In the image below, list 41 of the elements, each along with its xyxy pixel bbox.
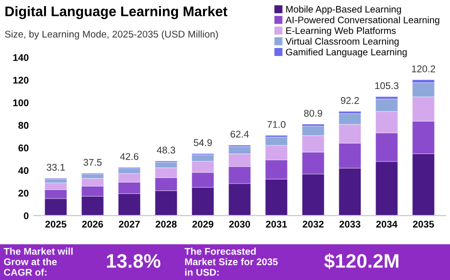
y-tick-label: 100 [13, 99, 28, 106]
legend-label: Mobile App-Based Learning [286, 6, 401, 14]
chart-subtitle: Size, by Learning Mode, 2025-2035 (USD Million) [4, 30, 218, 40]
y-tick-label: 0 [24, 212, 28, 220]
legend-label: Virtual Classroom Learning [286, 38, 399, 47]
total-label: 80.9 [304, 110, 322, 117]
total-label: 42.6 [120, 153, 138, 160]
y-tick-label: 40 [18, 167, 28, 174]
x-tick-label: 2027 [118, 220, 140, 228]
text: The Market will Grow at the CAGR of: [4, 248, 73, 276]
text: $120.2M [324, 253, 398, 270]
y-tick-label: 140 [13, 54, 28, 62]
text: The Forecasted Market Size for 2035 in USD: [184, 248, 278, 276]
x-tick-label: 2035 [412, 220, 434, 228]
total-label: 105.3 [375, 82, 398, 90]
y-tick-label: 120 [13, 76, 28, 84]
total-label: 33.1 [46, 164, 65, 171]
total-label: 71.0 [267, 121, 286, 128]
x-tick-label: 2030 [229, 220, 250, 228]
total-label: 37.5 [83, 158, 102, 166]
y-tick-label: 80 [18, 122, 28, 129]
total-label: 62.4 [230, 130, 249, 138]
y-tick-label: 20 [18, 190, 28, 197]
x-tick-label: 2034 [376, 220, 398, 228]
total-label: 48.3 [156, 146, 176, 154]
x-tick-label: 2029 [192, 220, 214, 228]
x-tick-label: 2033 [339, 220, 360, 228]
text: 13.8% [106, 254, 160, 268]
x-tick-label: 2028 [156, 220, 177, 228]
legend-label: AI-Powered Conversational Learning [286, 16, 440, 26]
x-tick-label: 2026 [82, 220, 104, 228]
total-label: 120.2 [412, 65, 436, 72]
x-tick-label: 2031 [266, 220, 287, 228]
legend-label: E-Learning Web Platforms [286, 27, 396, 36]
chart-title: Digital Language Learning Market [5, 6, 228, 20]
legend-label: Gamified Language Learning [286, 48, 407, 58]
x-tick-label: 2025 [45, 220, 66, 228]
y-tick-label: 60 [18, 144, 28, 152]
total-label: 54.9 [194, 139, 212, 146]
x-tick-label: 2032 [302, 220, 324, 228]
total-label: 92.2 [340, 97, 359, 104]
